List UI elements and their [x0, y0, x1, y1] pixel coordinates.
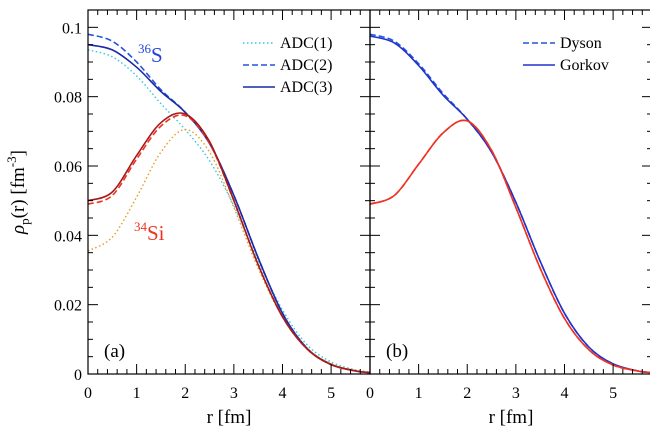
nucleus-label-si: 34Si [134, 219, 165, 245]
x-tick-label: 2 [181, 385, 189, 402]
legend-entry-dyson: Dyson [560, 35, 602, 52]
x-tick-label: 3 [230, 385, 238, 402]
x-tick-label: 1 [415, 385, 423, 402]
panel-label: (b) [386, 341, 408, 362]
series-dyson-36s-line [370, 33, 650, 374]
x-tick-label: 2 [463, 385, 471, 402]
legend-entry-adc-2-: ADC(2) [280, 57, 332, 74]
nucleus-label-s: 36S [138, 41, 163, 67]
x-tick-label: 5 [609, 385, 617, 402]
y-tick-label: 0.02 [54, 298, 82, 315]
x-tick-label: 1 [133, 385, 141, 402]
legend-entry-gorkov: Gorkov [560, 57, 609, 74]
series-adc-1--36s-line [88, 49, 370, 373]
panel-2-curves [370, 33, 650, 374]
x-axis-label: r [fm] [207, 407, 252, 427]
y-tick-label: 0 [74, 367, 82, 384]
legend-entry-adc-3-: ADC(3) [280, 79, 332, 96]
x-tick-label: 3 [512, 385, 520, 402]
x-axis-label: r [fm] [489, 407, 534, 427]
x-tick-label: 4 [560, 385, 568, 402]
y-tick-label: 0.04 [54, 228, 82, 245]
panel-label: (a) [104, 341, 125, 362]
x-tick-label: 4 [278, 385, 286, 402]
y-axis-label: ρp(r) [fm-3] [4, 150, 32, 235]
series-gorkov-34si-line [370, 119, 650, 374]
x-tick-label: 0 [84, 385, 92, 402]
series-adc-2--34si-line [88, 114, 370, 374]
series-dyson-34si-line [370, 119, 650, 374]
text-layer: 0 1 2 3 4 5 r [fm] (a) ADC(1) ADC(2) ADC(3) 36S 34Si… [4, 20, 617, 427]
y-tick-label: 0.1 [62, 20, 82, 37]
legend-entry-adc-1-: ADC(1) [280, 35, 332, 52]
series-gorkov-36s-line [370, 35, 650, 374]
series-adc-3--34si-line [88, 112, 370, 374]
x-tick-label: 0 [366, 385, 374, 402]
y-tick-label: 0.08 [54, 90, 82, 107]
panel-2-frame [369, 9, 650, 375]
x-tick-label: 5 [327, 385, 335, 402]
y-tick-label: 0.06 [54, 159, 82, 176]
